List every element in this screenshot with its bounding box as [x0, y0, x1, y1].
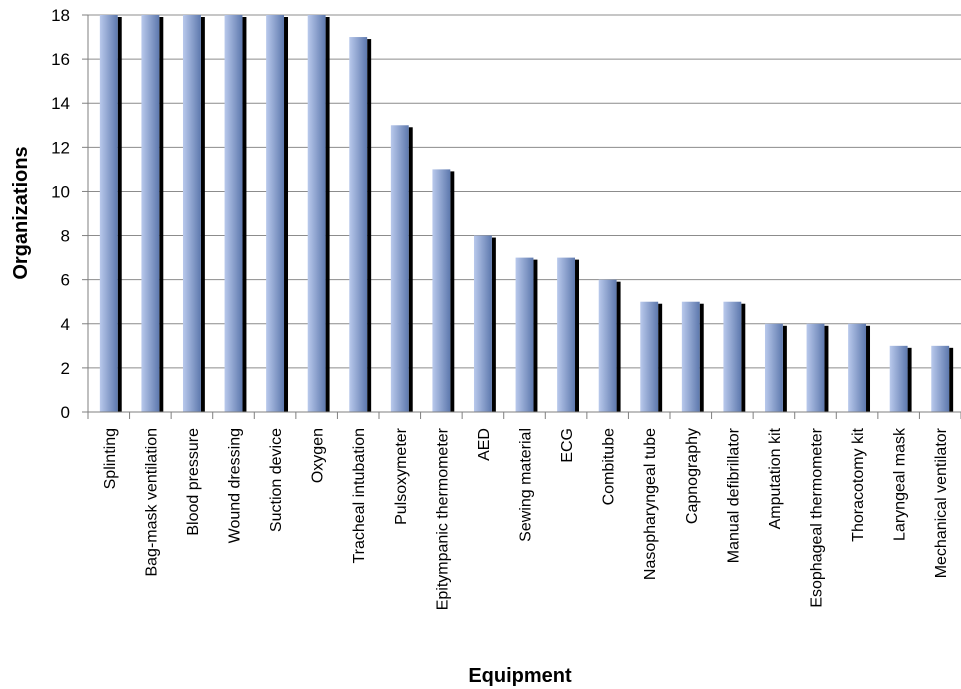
y-axis-title: Organizations	[10, 146, 32, 279]
y-tick-label: 0	[61, 403, 70, 422]
x-category-label: Nasopharyngeal tube	[642, 428, 659, 580]
bar-shadow	[284, 17, 289, 412]
bar-shadow	[658, 303, 663, 412]
x-category-label: AED	[476, 428, 493, 461]
x-category-label: Combitube	[601, 428, 618, 505]
bars	[99, 15, 954, 413]
y-tick-labels: 0 2 4 6 8 10 12 14 16 18	[51, 6, 70, 422]
x-category-label: Epitympanic thermometer	[434, 427, 451, 610]
x-category-label: Pulsoxymeter	[393, 427, 410, 525]
bar	[473, 235, 492, 412]
bar-shadow	[575, 259, 580, 412]
bar	[681, 301, 700, 412]
bar	[349, 37, 368, 413]
bar-shadow	[907, 347, 912, 412]
y-tick-label: 2	[61, 359, 70, 378]
y-tick-label: 6	[61, 271, 70, 290]
x-category-label: Wound dressing	[227, 428, 244, 543]
bar	[598, 279, 617, 412]
y-tick-label: 10	[51, 182, 70, 201]
bar	[99, 15, 118, 412]
x-category-label: Thoracotomy kit	[850, 427, 867, 541]
bar-shadow	[159, 17, 164, 412]
bar	[141, 15, 160, 412]
bar	[806, 323, 825, 412]
x-category-label: ECG	[559, 428, 576, 463]
bar	[640, 301, 659, 412]
x-category-label: Oxygen	[310, 428, 327, 483]
bar-shadow	[408, 127, 413, 413]
x-category-label: Blood pressure	[185, 428, 202, 536]
bar	[848, 323, 867, 412]
bar-shadow	[866, 325, 871, 412]
bar-shadow	[200, 17, 205, 412]
bar	[390, 125, 409, 413]
x-axis-title: Equipment	[468, 665, 572, 687]
bar	[889, 345, 908, 412]
bar-shadow	[367, 39, 372, 413]
bar-shadow	[242, 17, 247, 412]
y-tick-label: 18	[51, 6, 70, 25]
bar-shadow	[782, 325, 787, 412]
x-category-label: Tracheal intubation	[351, 428, 368, 564]
bar-shadow	[325, 17, 330, 412]
y-tick-label: 4	[61, 315, 70, 334]
bar-shadow	[616, 281, 621, 412]
y-tick-label: 8	[61, 227, 70, 246]
y-tick-label: 12	[51, 138, 70, 157]
x-category-label: Manual defibrillator	[725, 427, 742, 563]
bar-shadow	[699, 303, 704, 412]
x-category-label: Laryngeal mask	[892, 427, 909, 541]
x-category-labels: Splinting Bag-mask ventilation Blood press…	[102, 427, 950, 610]
bar-shadow	[741, 303, 746, 412]
bar-shadow	[824, 325, 829, 412]
bar	[931, 345, 950, 412]
bar-shadow	[450, 171, 455, 412]
bar	[764, 323, 783, 412]
bar	[307, 15, 326, 412]
axes	[82, 14, 961, 419]
bar-shadow	[533, 259, 538, 412]
bar	[557, 257, 576, 412]
y-tick-label: 14	[51, 94, 70, 113]
x-category-label: Esophageal thermometer	[809, 427, 826, 607]
x-category-label: Amputation kit	[767, 427, 784, 529]
x-category-label: Bag-mask ventilation	[143, 428, 160, 577]
bar	[266, 15, 285, 412]
y-tick-label: 16	[51, 50, 70, 69]
x-category-label: Suction device	[268, 428, 285, 532]
bar	[432, 169, 451, 412]
bar	[182, 15, 201, 412]
bar-shadow	[491, 237, 496, 412]
bar	[723, 301, 742, 412]
bar-shadow	[949, 347, 954, 412]
x-category-label: Sewing material	[518, 428, 535, 542]
bar	[224, 15, 243, 412]
bar	[515, 257, 534, 412]
x-category-label: Mechanical ventilator	[933, 427, 950, 578]
x-category-label: Splinting	[102, 428, 119, 489]
x-category-label: Capnography	[684, 428, 701, 524]
bar-shadow	[117, 17, 122, 412]
